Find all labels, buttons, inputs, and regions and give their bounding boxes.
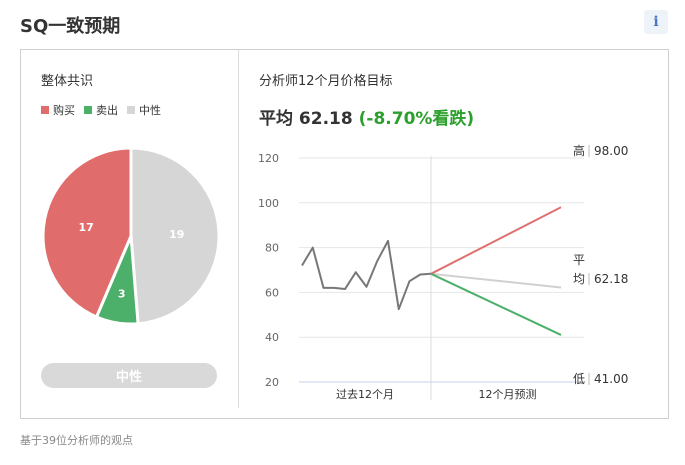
legend-label-neutral: 中性 bbox=[139, 104, 161, 117]
forecast-card: 整体共识 购买 卖出 中性 19 3 17 中性 分析师12个月价格目标 平均 62… bbox=[20, 49, 669, 419]
y-tick-label: 100 bbox=[258, 197, 279, 210]
y-tick-label: 60 bbox=[265, 286, 279, 299]
consensus-rating-badge: 中性 bbox=[41, 363, 217, 388]
pie-slice-neutral[interactable] bbox=[129, 146, 221, 326]
avg-target-value: 62.18 bbox=[594, 272, 628, 286]
legend-label-sell: 卖出 bbox=[96, 104, 118, 117]
legend-label-buy: 购买 bbox=[53, 104, 75, 117]
pie-svg: 19 3 17 bbox=[41, 146, 221, 326]
average-prefix: 平均 bbox=[259, 109, 293, 129]
average-change: (-8.70%看跌) bbox=[358, 109, 475, 129]
avg-target-label-2: 均 bbox=[573, 272, 585, 286]
pie-label-buy: 17 bbox=[79, 221, 94, 234]
consensus-pie-chart: 19 3 17 bbox=[41, 146, 221, 330]
x-section-label-history: 过去12个月 bbox=[336, 388, 394, 401]
footnote: 基于39位分析师的观点 bbox=[20, 434, 133, 447]
avg-target-label-1: 平 bbox=[573, 253, 585, 267]
average-target-line: 平均 62.18 (-8.70%看跌) bbox=[259, 104, 474, 129]
low-target-value: 41.00 bbox=[594, 372, 628, 386]
pie-slice-buy[interactable] bbox=[41, 146, 133, 319]
consensus-title: 整体共识 bbox=[41, 74, 94, 89]
legend-item-neutral: 中性 bbox=[127, 102, 161, 118]
legend-item-sell: 卖出 bbox=[84, 102, 118, 118]
forecast-high-line bbox=[430, 206, 562, 275]
legend-item-buy: 购买 bbox=[41, 102, 75, 118]
forecast-low-line bbox=[430, 272, 562, 336]
high-target-label: 高 bbox=[573, 143, 585, 158]
legend-swatch-sell bbox=[84, 106, 92, 114]
legend-swatch-buy bbox=[41, 106, 49, 114]
high-target-value: 98.00 bbox=[594, 144, 628, 158]
average-value: 62.18 bbox=[298, 109, 353, 129]
line-svg: 20 40 60 80 100 120 过去12个月 12个月预测 高 98.00 平均 62.18 低… bbox=[258, 143, 628, 401]
y-tick-label: 120 bbox=[258, 152, 279, 165]
y-tick-label: 40 bbox=[265, 331, 279, 344]
pie-label-neutral: 19 bbox=[169, 228, 184, 241]
price-target-title: 分析师12个月价格目标 bbox=[259, 74, 393, 89]
page-title: SQ一致预期 bbox=[20, 16, 121, 37]
card-divider bbox=[238, 50, 239, 408]
info-icon[interactable]: i bbox=[644, 10, 668, 34]
pie-legend: 购买 卖出 中性 bbox=[41, 102, 161, 118]
y-tick-label: 80 bbox=[265, 242, 279, 255]
forecast-average-line bbox=[430, 272, 562, 289]
pie-label-sell: 3 bbox=[118, 287, 126, 300]
y-tick-label: 20 bbox=[265, 376, 279, 389]
low-target-label: 低 bbox=[573, 372, 585, 386]
legend-swatch-neutral bbox=[127, 106, 135, 114]
price-target-chart: 20 40 60 80 100 120 过去12个月 12个月预测 高 98.00 平均 62.18 低… bbox=[239, 140, 659, 409]
x-section-label-forecast: 12个月预测 bbox=[479, 388, 537, 401]
history-price-line bbox=[301, 239, 432, 311]
